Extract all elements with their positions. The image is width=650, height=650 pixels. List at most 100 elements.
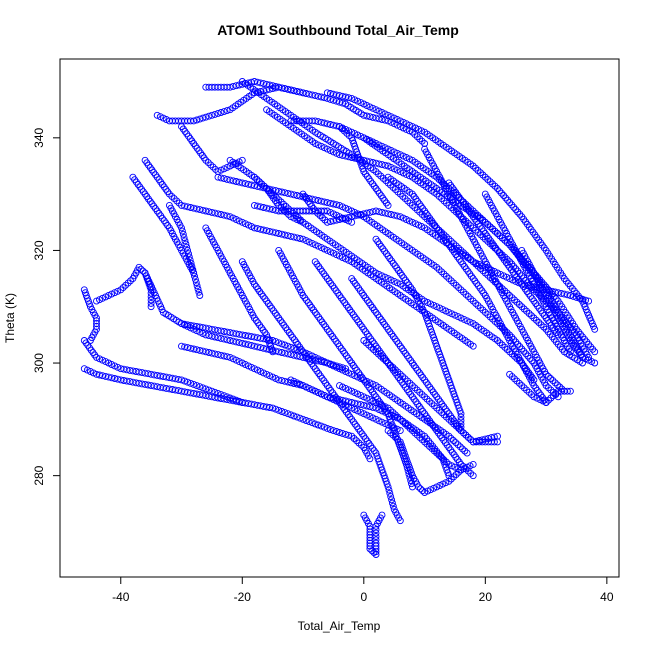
data-point xyxy=(396,370,404,378)
data-point xyxy=(108,361,116,368)
data-point xyxy=(188,263,196,270)
data-point xyxy=(396,415,404,423)
data-point xyxy=(290,412,298,420)
data-point xyxy=(511,375,518,383)
data-point xyxy=(280,206,288,214)
data-point xyxy=(205,112,213,120)
data-point xyxy=(547,375,555,382)
data-point xyxy=(275,406,283,414)
data-point xyxy=(196,115,204,123)
data-point xyxy=(192,279,200,287)
data-point xyxy=(348,432,356,440)
data-point xyxy=(202,113,210,121)
data-point xyxy=(506,199,514,207)
data-point xyxy=(438,454,446,462)
x-tick-label: 0 xyxy=(360,590,367,604)
data-point xyxy=(190,117,198,125)
data-point xyxy=(524,352,532,360)
data-point xyxy=(479,171,487,179)
data-point xyxy=(457,410,465,418)
data-point xyxy=(173,197,181,205)
data-point xyxy=(372,529,380,537)
data-point xyxy=(518,272,526,280)
data-point xyxy=(372,539,380,547)
data-point xyxy=(526,354,534,362)
data-point xyxy=(452,208,460,216)
data-point xyxy=(342,430,350,438)
data-point xyxy=(135,263,143,271)
data-point xyxy=(484,311,492,319)
data-point xyxy=(333,201,340,209)
data-point xyxy=(469,342,477,350)
data-point xyxy=(479,216,487,224)
x-axis: -40 -20 0 20 40 xyxy=(112,576,614,604)
data-point xyxy=(489,276,497,284)
data-point xyxy=(314,355,322,363)
data-point xyxy=(549,377,557,385)
data-point xyxy=(238,399,246,406)
data-point xyxy=(417,485,424,493)
data-point xyxy=(591,359,599,367)
data-point xyxy=(191,275,199,283)
data-point xyxy=(204,159,212,167)
data-point xyxy=(472,164,480,172)
data-point xyxy=(525,310,533,317)
data-point xyxy=(407,469,415,477)
data-point xyxy=(544,372,552,380)
data-point xyxy=(486,223,494,231)
data-point xyxy=(391,366,399,374)
data-point xyxy=(317,422,325,430)
data-point xyxy=(591,325,599,333)
data-point xyxy=(226,162,234,170)
data-point xyxy=(369,104,377,112)
data-point xyxy=(368,547,376,555)
data-point xyxy=(193,382,201,390)
data-point xyxy=(253,176,261,183)
data-point xyxy=(518,303,526,311)
data-point xyxy=(455,244,463,252)
data-point xyxy=(472,226,480,234)
data-point xyxy=(494,438,501,446)
data-point xyxy=(320,423,328,431)
data-point xyxy=(217,109,225,116)
data-point xyxy=(391,411,399,419)
data-point xyxy=(329,148,337,156)
data-point xyxy=(528,391,535,399)
data-point xyxy=(522,350,530,358)
data-point xyxy=(345,403,353,411)
data-point xyxy=(381,161,389,169)
data-point xyxy=(194,285,202,293)
data-point xyxy=(314,421,322,429)
data-point xyxy=(238,156,246,164)
trajectory-line xyxy=(315,261,474,476)
data-point xyxy=(299,89,307,97)
data-point xyxy=(323,246,331,254)
data-point xyxy=(378,511,386,519)
data-point xyxy=(387,276,395,284)
y-tick-label: 280 xyxy=(32,465,46,485)
data-point xyxy=(489,180,497,188)
data-point xyxy=(399,192,407,200)
data-point xyxy=(354,390,362,398)
trajectory-line xyxy=(302,194,589,302)
data-point xyxy=(440,456,448,464)
data-point xyxy=(415,483,422,491)
data-point xyxy=(354,407,362,415)
data-point xyxy=(311,420,319,428)
data-point xyxy=(447,434,455,442)
data-point xyxy=(447,277,455,285)
data-point xyxy=(416,433,424,441)
data-point xyxy=(449,437,457,444)
data-point xyxy=(345,386,353,394)
data-point xyxy=(545,396,552,404)
data-point xyxy=(399,418,407,426)
data-point xyxy=(452,471,460,478)
data-point xyxy=(223,107,231,115)
data-point xyxy=(378,142,386,150)
data-point xyxy=(147,303,155,311)
data-point xyxy=(506,275,514,283)
data-point xyxy=(585,356,593,364)
data-point xyxy=(496,187,503,195)
data-point xyxy=(323,145,331,153)
